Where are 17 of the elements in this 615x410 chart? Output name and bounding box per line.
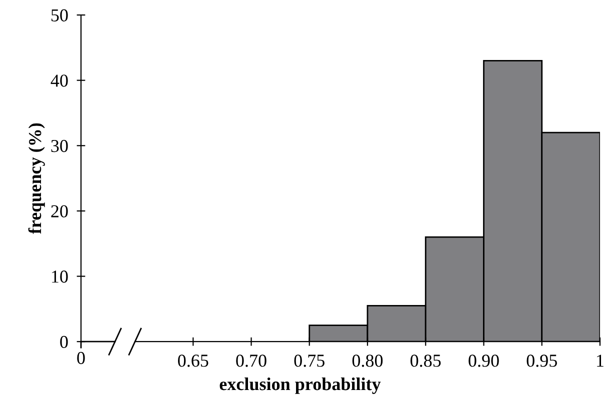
y-tick-label: 10 <box>52 270 68 283</box>
x-tick-label: 0.65 <box>178 354 208 367</box>
x-axis-title: exclusion probability <box>220 378 381 394</box>
x-tick-label: 0.70 <box>236 354 266 367</box>
x-tick-label: 0.75 <box>294 354 324 367</box>
x-tick-label: 0.80 <box>352 354 383 367</box>
y-tick-label: 40 <box>50 74 68 87</box>
x-tick-label: 1 <box>597 354 604 367</box>
y-tick-label: 0 <box>60 336 68 348</box>
y-tick-label: 50 <box>51 9 68 22</box>
y-tick-label: 30 <box>51 140 68 152</box>
x-tick-label: 0.95 <box>526 354 557 367</box>
text: 0 <box>77 352 85 364</box>
x-tick-label: 0.90 <box>468 354 499 367</box>
y-axis-title: frequency (%) <box>28 123 45 234</box>
x-tick-label: 0.85 <box>410 354 441 367</box>
y-tick-label: 20 <box>51 205 68 218</box>
